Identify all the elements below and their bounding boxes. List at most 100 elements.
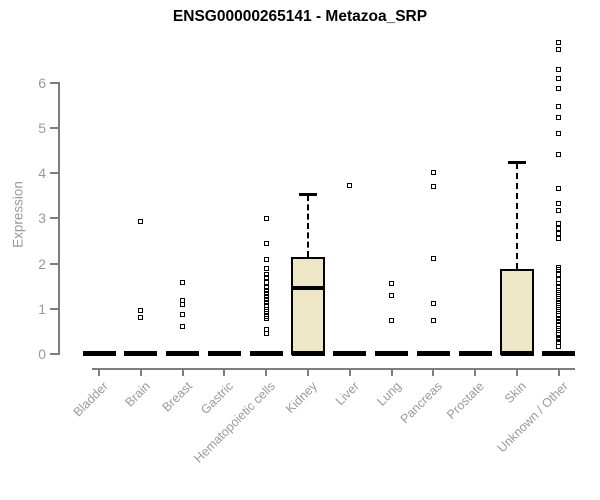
outlier-point xyxy=(556,115,562,121)
y-axis-tick xyxy=(50,172,58,175)
x-axis-tick xyxy=(223,369,226,376)
x-axis-tick xyxy=(348,369,351,376)
outlier-point xyxy=(138,219,144,225)
outlier-point xyxy=(556,272,562,278)
outlier-point xyxy=(556,39,562,45)
y-tick-label: 5 xyxy=(38,120,46,136)
outlier-point xyxy=(556,46,562,52)
y-axis-tick xyxy=(50,262,58,265)
y-axis-tick xyxy=(50,127,58,129)
x-axis-tick xyxy=(307,369,309,376)
outlier-point xyxy=(556,131,562,137)
zero-bar xyxy=(166,350,200,356)
outlier-point xyxy=(263,279,269,285)
x-axis-tick xyxy=(474,369,477,376)
outlier-point xyxy=(430,255,436,261)
y-tick-label: 1 xyxy=(38,300,46,317)
outlier-point xyxy=(263,256,269,262)
outlier-point xyxy=(263,297,269,303)
outlier-point xyxy=(263,300,269,306)
outlier-point xyxy=(556,293,562,299)
outlier-point xyxy=(556,328,562,334)
outlier-point xyxy=(389,280,395,286)
outlier-point xyxy=(556,306,562,312)
outlier-point xyxy=(263,309,269,315)
outlier-point xyxy=(556,207,562,213)
upper-whisker xyxy=(307,194,309,258)
outlier-point xyxy=(138,308,144,314)
zero-bar xyxy=(375,350,409,356)
outlier-point xyxy=(556,337,562,343)
zero-bar xyxy=(249,350,283,356)
outlier-point xyxy=(556,267,562,273)
outlier-point xyxy=(389,318,395,324)
y-tick-label: 6 xyxy=(38,74,46,91)
outlier-point xyxy=(180,301,186,307)
outlier-point xyxy=(263,284,269,290)
zero-bar xyxy=(458,350,492,356)
outlier-point xyxy=(556,312,562,318)
box-skin xyxy=(500,269,534,356)
outlier-point xyxy=(556,287,562,293)
outlier-point xyxy=(263,316,269,322)
x-axis-tick xyxy=(432,369,435,376)
median-line xyxy=(291,286,325,291)
y-axis-tick xyxy=(50,217,58,220)
outlier-point xyxy=(263,287,269,293)
outlier-point xyxy=(556,103,562,109)
outlier-point xyxy=(556,151,562,157)
outlier-point xyxy=(556,230,562,236)
whisker-cap xyxy=(508,161,526,165)
outlier-point xyxy=(180,280,186,286)
x-axis-tick xyxy=(265,369,268,376)
outlier-point xyxy=(430,300,436,306)
y-tick-label: 0 xyxy=(38,346,46,362)
outlier-point xyxy=(263,330,269,336)
x-axis-tick xyxy=(516,369,518,376)
outlier-point xyxy=(556,334,562,340)
outlier-point xyxy=(556,66,562,72)
outlier-point xyxy=(556,86,562,92)
outlier-point xyxy=(263,303,269,309)
outlier-point xyxy=(263,240,269,246)
y-axis-tick xyxy=(50,353,58,355)
y-tick-label: 2 xyxy=(38,255,46,272)
y-tick-label: 4 xyxy=(38,165,46,182)
outlier-point xyxy=(556,309,562,315)
zero-bar xyxy=(542,350,576,356)
zero-bar xyxy=(500,350,534,356)
outlier-point xyxy=(180,324,186,330)
chart-title: ENSG00000265141 - Metazoa_SRP xyxy=(172,8,428,25)
box-kidney xyxy=(291,257,325,356)
outlier-point xyxy=(263,274,269,280)
outlier-point xyxy=(556,186,562,192)
outlier-point xyxy=(347,183,353,189)
y-axis-tick xyxy=(50,307,58,310)
zero-bar xyxy=(82,350,116,356)
x-axis-tick xyxy=(181,369,184,376)
zero-bar xyxy=(291,350,325,356)
zero-bar xyxy=(124,350,158,356)
outlier-point xyxy=(138,315,144,321)
x-axis-tick xyxy=(557,369,560,376)
upper-whisker xyxy=(516,163,518,270)
outlier-point xyxy=(263,290,269,296)
outlier-point xyxy=(263,265,269,271)
y-axis-line xyxy=(58,81,60,355)
outlier-point xyxy=(556,75,562,81)
outlier-point xyxy=(556,225,562,231)
x-axis-tick xyxy=(390,369,393,376)
y-axis-tick xyxy=(50,81,58,84)
y-tick-label: 3 xyxy=(38,210,46,227)
outlier-point xyxy=(430,184,436,190)
outlier-point xyxy=(263,294,269,299)
outlier-point xyxy=(556,343,562,349)
zero-bar xyxy=(207,350,241,356)
outlier-point xyxy=(263,306,269,312)
x-axis-line xyxy=(92,368,575,370)
outlier-point xyxy=(430,169,436,175)
outlier-point xyxy=(430,318,436,324)
zero-bar xyxy=(333,350,367,356)
zero-bar xyxy=(416,350,450,356)
